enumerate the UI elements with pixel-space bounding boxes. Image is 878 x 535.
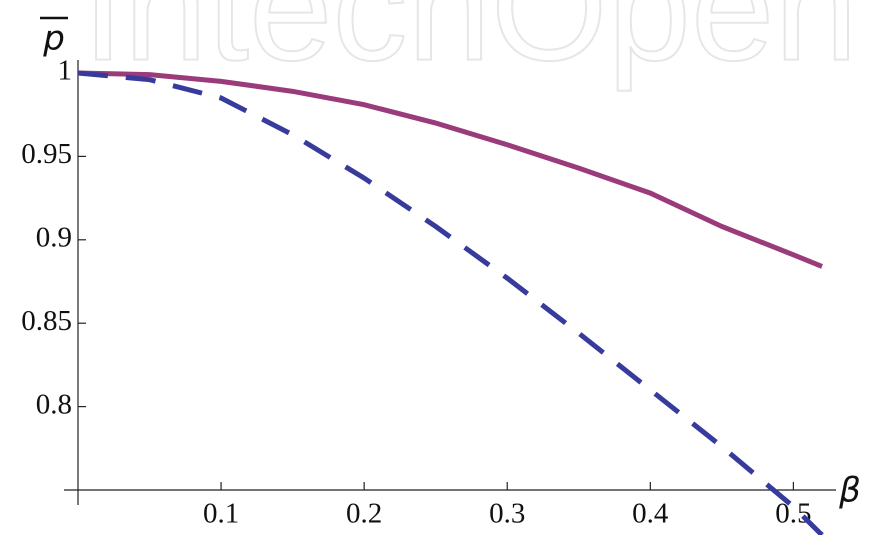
y-tick-label: 0.95: [21, 138, 72, 170]
x-tick-label: 0.2: [346, 498, 382, 530]
y-axis-label: p: [42, 19, 65, 59]
watermark: IntechOpen: [82, 0, 858, 92]
y-tick-label: 0.85: [21, 305, 72, 337]
line-series: [77, 70, 823, 269]
x-tick-label: 0.1: [203, 498, 239, 530]
x-axis-label: β: [838, 471, 861, 511]
x-tick-label: 0.3: [489, 498, 525, 530]
x-tick-label: 0.4: [632, 498, 669, 530]
y-tick-label: 0.9: [36, 221, 72, 253]
y-tick-label: 0.8: [36, 388, 72, 420]
x-tick-label: 0.5: [775, 498, 811, 530]
y-tick-label: 1: [58, 55, 73, 87]
line-series: [77, 70, 824, 535]
